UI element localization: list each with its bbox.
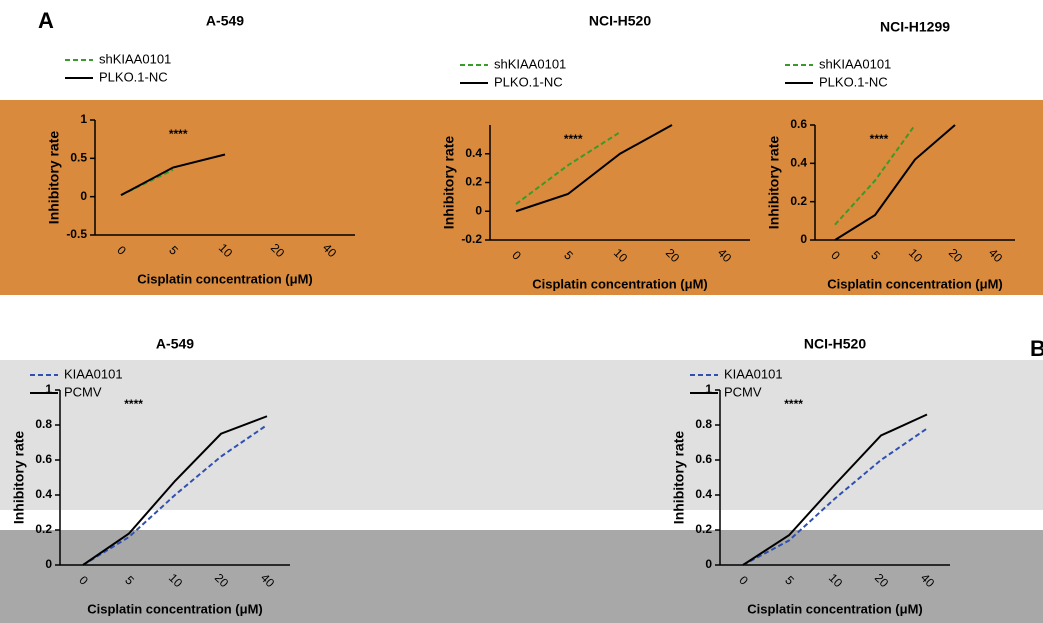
y-axis-label: Inhibitory rate bbox=[46, 131, 62, 225]
panel-label: A bbox=[38, 8, 54, 33]
y-axis-label: Inhibitory rate bbox=[766, 136, 782, 230]
x-axis-label: Cisplatin concentration (μM) bbox=[137, 271, 313, 286]
y-tick-label: 1 bbox=[80, 112, 87, 126]
y-tick-label: 0.2 bbox=[695, 522, 712, 536]
legend-label: PLKO.1-NC bbox=[494, 74, 563, 89]
y-tick-label: 0.4 bbox=[790, 156, 807, 170]
y-tick-label: 0.4 bbox=[35, 487, 52, 501]
annotation: **** bbox=[564, 132, 583, 146]
y-tick-label: 0.4 bbox=[465, 146, 482, 160]
legend-label: shKIAA0101 bbox=[494, 56, 566, 71]
y-tick-label: 0 bbox=[45, 557, 52, 571]
chart-title: NCI-H520 bbox=[589, 13, 651, 29]
y-tick-label: 0 bbox=[705, 557, 712, 571]
y-tick-label: -0.2 bbox=[461, 232, 482, 246]
y-tick-label: 0.4 bbox=[695, 487, 712, 501]
annotation: **** bbox=[124, 397, 143, 411]
legend-label: KIAA0101 bbox=[64, 366, 123, 381]
legend-label: PCMV bbox=[64, 384, 102, 399]
x-axis-label: Cisplatin concentration (μM) bbox=[87, 601, 263, 616]
y-tick-label: 0.6 bbox=[695, 452, 712, 466]
annotation: **** bbox=[784, 397, 803, 411]
figure: A B A-549-0.500.5105102040Inhibitory rat… bbox=[0, 0, 1043, 623]
y-tick-label: 1 bbox=[705, 382, 712, 396]
y-axis-label: Inhibitory rate bbox=[11, 431, 27, 525]
legend-label: PLKO.1-NC bbox=[99, 69, 168, 84]
y-axis-label: Inhibitory rate bbox=[441, 136, 457, 230]
legend-label: shKIAA0101 bbox=[99, 51, 171, 66]
chart-title: A-549 bbox=[206, 13, 244, 29]
y-tick-label: 0.2 bbox=[35, 522, 52, 536]
panel-label: B bbox=[1030, 336, 1043, 361]
y-tick-label: 0.5 bbox=[70, 151, 87, 165]
x-axis-label: Cisplatin concentration (μM) bbox=[532, 276, 708, 291]
x-axis-label: Cisplatin concentration (μM) bbox=[747, 601, 923, 616]
y-tick-label: 1 bbox=[45, 382, 52, 396]
y-tick-label: 0 bbox=[800, 232, 807, 246]
y-tick-label: 0.2 bbox=[790, 194, 807, 208]
annotation: **** bbox=[870, 132, 889, 146]
y-tick-label: 0.2 bbox=[465, 175, 482, 189]
chart-title: NCI-H1299 bbox=[880, 19, 950, 35]
x-axis-label: Cisplatin concentration (μM) bbox=[827, 276, 1003, 291]
y-tick-label: 0 bbox=[80, 189, 87, 203]
y-tick-label: 0.6 bbox=[790, 117, 807, 131]
y-tick-label: 0.8 bbox=[695, 417, 712, 431]
y-tick-label: 0 bbox=[475, 203, 482, 217]
y-tick-label: -0.5 bbox=[66, 227, 87, 241]
annotation: **** bbox=[169, 127, 188, 141]
legend-label: PCMV bbox=[724, 384, 762, 399]
chart-title: NCI-H520 bbox=[804, 336, 866, 352]
y-tick-label: 0.6 bbox=[35, 452, 52, 466]
band-light bbox=[0, 360, 1043, 510]
chart-title: A-549 bbox=[156, 336, 194, 352]
legend-label: shKIAA0101 bbox=[819, 56, 891, 71]
y-axis-label: Inhibitory rate bbox=[671, 431, 687, 525]
legend-label: KIAA0101 bbox=[724, 366, 783, 381]
legend-label: PLKO.1-NC bbox=[819, 74, 888, 89]
y-tick-label: 0.8 bbox=[35, 417, 52, 431]
